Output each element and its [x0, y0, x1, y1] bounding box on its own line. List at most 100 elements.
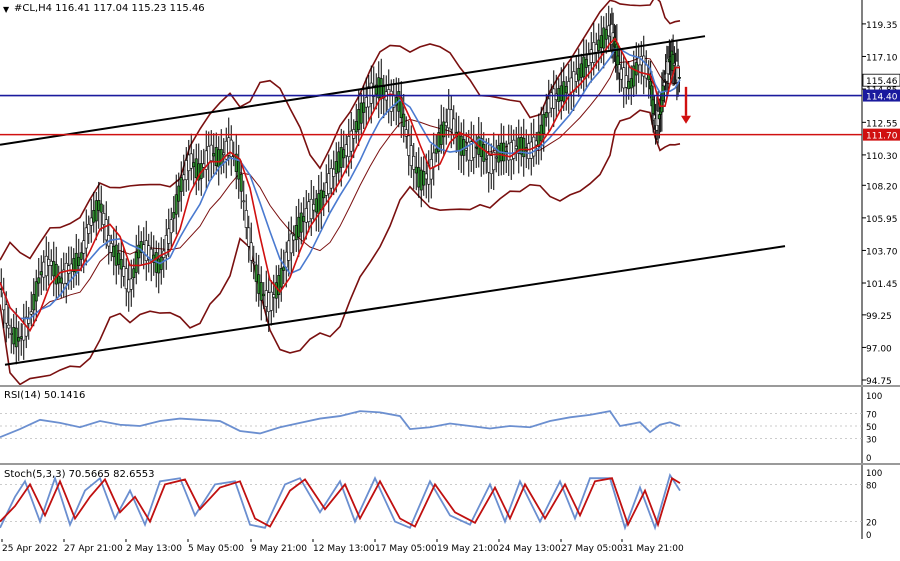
- candle-body: [474, 146, 478, 149]
- candle-body: [164, 235, 168, 256]
- candle-body: [212, 153, 216, 157]
- candle-body: [207, 146, 211, 164]
- middle-band-line: [0, 57, 681, 319]
- candle-body: [104, 219, 108, 241]
- candle-body: [299, 212, 303, 233]
- candle-body: [587, 53, 591, 66]
- candle-body: [367, 86, 371, 108]
- candle-body: [447, 108, 451, 129]
- osc-tick-label: 50: [866, 423, 877, 433]
- candle-body: [269, 291, 273, 311]
- candle-body: [39, 271, 43, 276]
- price-tick-label: 119.35: [866, 21, 898, 31]
- candle-body: [534, 140, 538, 146]
- candle-body: [4, 304, 8, 324]
- candle-body: [209, 144, 213, 161]
- level-price-tag: [863, 89, 900, 102]
- candle-body: [194, 158, 198, 179]
- candle-body: [137, 244, 141, 259]
- candle-body: [284, 251, 288, 268]
- candle-body: [222, 152, 226, 155]
- candle-body: [617, 64, 621, 74]
- candle-body: [409, 145, 413, 166]
- candle-body: [294, 224, 298, 241]
- candle-body: [324, 182, 328, 196]
- candle-body: [484, 157, 488, 160]
- rsi-pane[interactable]: 100 70 50 30 0 RSI(14) 50.1416: [0, 387, 900, 464]
- price-tick-label: 105.95: [866, 215, 898, 225]
- candle-body: [302, 216, 306, 222]
- candle-body: [354, 121, 358, 133]
- dropdown-triangle-icon[interactable]: ▼: [3, 5, 10, 14]
- candle-body: [514, 145, 518, 150]
- osc-series-line: [0, 476, 681, 528]
- candle-body: [559, 85, 563, 101]
- candle-body: [247, 227, 251, 247]
- candle-body: [134, 252, 138, 273]
- candle-body: [359, 102, 363, 124]
- candle-body: [407, 135, 411, 156]
- candle-body: [249, 242, 253, 261]
- candle-body: [322, 190, 326, 199]
- candle-body: [597, 39, 601, 51]
- price-tick-label: 97.00: [866, 344, 892, 354]
- osc-tick-label: 0: [866, 454, 871, 463]
- candle-body: [169, 219, 173, 234]
- candle-body: [52, 261, 56, 277]
- rsi-title: RSI(14) 50.1416: [4, 390, 86, 401]
- candle-body: [634, 62, 638, 76]
- candle-body: [94, 200, 98, 222]
- candle-body: [257, 274, 261, 294]
- candle-body: [349, 130, 353, 152]
- candle-body: [77, 256, 81, 267]
- candle-body: [422, 171, 426, 186]
- candle-body: [297, 216, 301, 238]
- price-chart[interactable]: 119.35117.10114.85112.55110.30108.20105.…: [0, 0, 900, 387]
- candle-body: [22, 323, 26, 341]
- candle-body: [522, 137, 526, 158]
- candle-body: [82, 240, 86, 254]
- candle-body: [459, 135, 463, 156]
- candle-body: [339, 147, 343, 168]
- candle-body: [219, 149, 223, 166]
- candle-body: [254, 264, 258, 282]
- candle-body: [114, 244, 118, 266]
- candle-body: [579, 63, 583, 78]
- symbol-header: #CL,H4 116.41 117.04 115.23 115.46: [14, 3, 205, 14]
- price-tick-label: 99.25: [866, 312, 892, 322]
- candle-body: [492, 152, 496, 171]
- candle-body: [332, 168, 336, 177]
- candle-body: [12, 327, 16, 345]
- candle-body: [319, 189, 323, 211]
- candle-body: [577, 67, 581, 81]
- channel-trend-line: [0, 35, 706, 146]
- candle-body: [157, 258, 161, 274]
- candle-body: [552, 88, 556, 109]
- candle-body: [434, 148, 438, 154]
- candle-body: [29, 311, 33, 315]
- upper-band-line: [0, 0, 681, 261]
- price-tick-label: 108.20: [866, 182, 898, 192]
- candle-body: [584, 58, 588, 68]
- candle-body: [217, 149, 221, 168]
- stoch-pane[interactable]: 100 80 20 0 Stoch(5,3,3) 70.5665 82.6553: [0, 465, 900, 541]
- candle-body: [622, 67, 626, 89]
- candle-body: [109, 243, 113, 253]
- candle-body: [292, 235, 296, 241]
- candle-body: [17, 337, 21, 342]
- candle-body: [287, 240, 291, 261]
- price-pane[interactable]: 119.35117.10114.85112.55110.30108.20105.…: [0, 0, 900, 387]
- candle-body: [442, 121, 446, 138]
- candle-body: [572, 71, 576, 92]
- pane-separator[interactable]: [0, 385, 900, 387]
- candle-body: [547, 98, 551, 114]
- stoch-chart[interactable]: 100 80 20 0: [0, 465, 900, 541]
- rsi-chart[interactable]: 100 70 50 30 0: [0, 387, 900, 464]
- candle-body: [19, 336, 23, 339]
- stoch-title: Stoch(5,3,3) 70.5665 82.6553: [4, 469, 155, 480]
- candle-body: [599, 35, 603, 49]
- candle-body: [542, 114, 546, 134]
- pane-separator[interactable]: [0, 463, 900, 465]
- candle-body: [282, 266, 286, 271]
- last-price-tag: [862, 73, 900, 87]
